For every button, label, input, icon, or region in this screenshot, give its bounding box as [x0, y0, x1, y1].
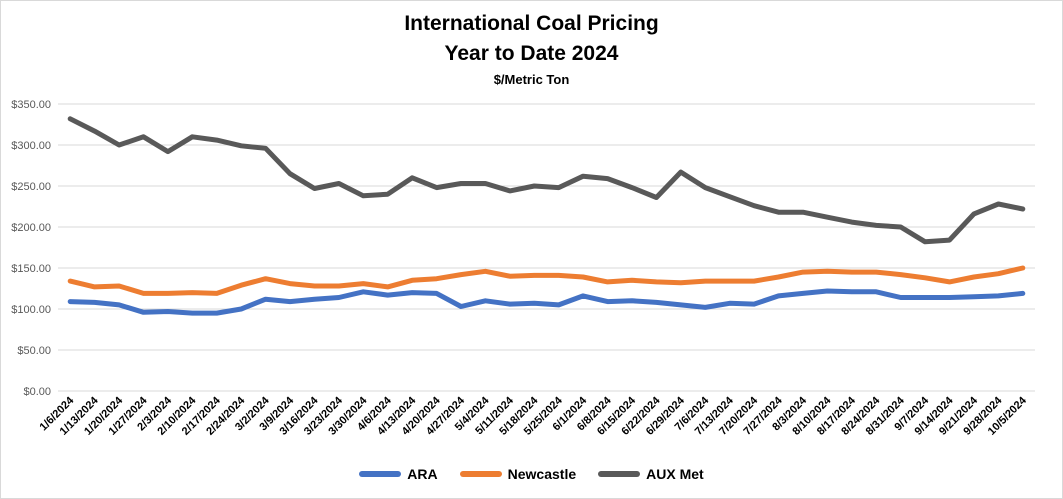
legend: ARA Newcastle AUX Met	[0, 466, 1063, 482]
series-line-newcastle	[67, 265, 1026, 296]
y-unit-label: $/Metric Ton	[493, 72, 570, 87]
legend-label-ara: ARA	[407, 466, 438, 482]
series-line-ara	[67, 288, 1026, 316]
y-tick-label: $50.00	[17, 345, 51, 357]
chart-subtitle: Year to Date 2024	[444, 42, 619, 65]
y-tick-label: $300.00	[11, 140, 51, 152]
legend-label-aux-met: AUX Met	[646, 466, 704, 482]
y-tick-label: $350.00	[11, 99, 51, 111]
y-tick-label: $150.00	[11, 263, 51, 275]
legend-item-aux-met: AUX Met	[598, 466, 704, 482]
chart-title: International Coal Pricing	[404, 12, 659, 35]
legend-swatch-aux-met	[598, 471, 641, 477]
y-tick-label: $250.00	[11, 181, 51, 193]
legend-label-newcastle: Newcastle	[507, 466, 577, 482]
legend-swatch-ara	[359, 471, 402, 477]
y-tick-label: $100.00	[11, 304, 51, 316]
y-tick-label: $0.00	[23, 386, 51, 398]
series-line-aux-met	[67, 116, 1026, 245]
legend-item-ara: ARA	[359, 466, 438, 482]
legend-item-newcastle: Newcastle	[459, 466, 577, 482]
y-tick-label: $200.00	[11, 222, 51, 234]
legend-swatch-newcastle	[459, 471, 502, 477]
